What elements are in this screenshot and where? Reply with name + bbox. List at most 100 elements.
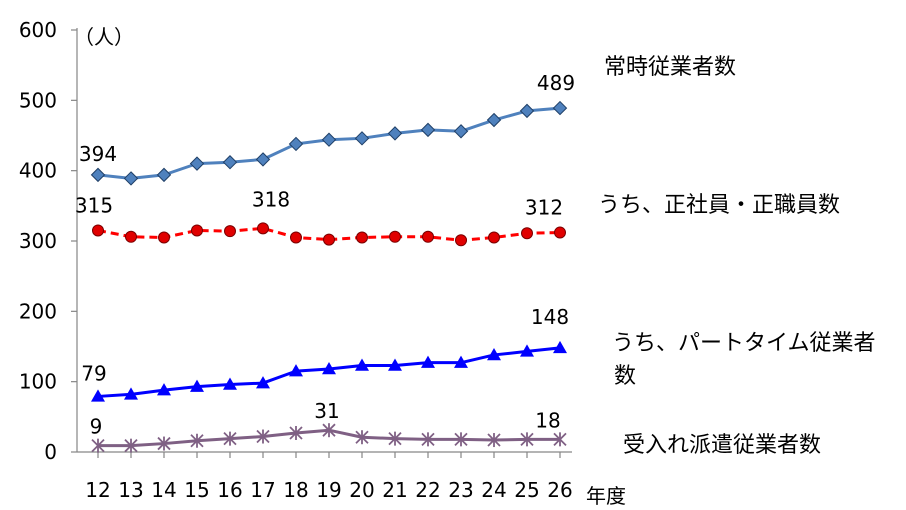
data-point-star: [289, 426, 303, 441]
x-tick-label: 24: [481, 478, 506, 502]
data-point-diamond: [486, 112, 502, 128]
series-0: [90, 100, 568, 186]
data-point-star: [454, 432, 468, 447]
y-tick-label: 200: [19, 299, 57, 323]
data-point-circle: [158, 231, 170, 244]
data-point-star: [388, 431, 402, 446]
unit-label: （人）: [74, 25, 134, 49]
data-point-star: [553, 432, 567, 447]
x-tick-label: 17: [250, 478, 275, 502]
labels-layer: 394 489 315 318 312 79 148 9 31 18 常時従業者数うち、正社員・正職…: [75, 55, 876, 458]
data-point-diamond: [519, 103, 535, 119]
data-point-triangle: [157, 383, 171, 396]
y-tick-label: 400: [19, 159, 57, 183]
data-label: 79: [81, 361, 106, 385]
x-tick-label: 20: [349, 478, 374, 502]
data-point-diamond: [420, 122, 436, 138]
data-point-diamond: [321, 132, 337, 147]
data-label: 315: [75, 193, 113, 217]
data-label: 9: [90, 415, 103, 439]
x-tick-label: 25: [514, 478, 539, 502]
data-point-triangle: [124, 387, 138, 400]
y-tick-label: 500: [19, 88, 57, 112]
x-tick-label: 22: [415, 478, 440, 502]
data-point-triangle: [322, 362, 336, 375]
data-point-triangle: [553, 340, 567, 354]
series-name-label: 常時従業者数: [604, 55, 736, 80]
data-label: 31: [314, 399, 339, 423]
data-point-star: [355, 430, 369, 445]
data-point-star: [124, 438, 138, 453]
data-point-diamond: [288, 136, 304, 152]
data-point-star: [487, 433, 501, 448]
data-label: 489: [537, 71, 575, 95]
data-point-diamond: [90, 167, 106, 183]
data-point-diamond: [189, 156, 205, 171]
x-tick-label: 15: [184, 478, 209, 502]
data-point-circle: [455, 234, 467, 247]
series-name-label: うち、パートタイム従業者数: [612, 331, 876, 389]
data-point-diamond: [255, 152, 271, 167]
data-point-diamond: [453, 124, 469, 139]
data-point-circle: [356, 231, 368, 244]
data-point-diamond: [387, 126, 403, 141]
x-tick-label: 18: [283, 478, 308, 502]
data-label: 394: [79, 142, 117, 166]
data-point-circle: [422, 230, 434, 243]
data-point-triangle: [421, 355, 435, 368]
data-point-star: [190, 433, 204, 448]
x-tick-label: 21: [382, 478, 407, 502]
y-tick-label: 100: [19, 370, 57, 394]
data-point-triangle: [190, 379, 204, 392]
data-point-circle: [125, 230, 137, 243]
data-point-circle: [554, 226, 566, 239]
data-point-star: [520, 432, 534, 447]
data-point-star: [91, 438, 105, 453]
series-layer: [90, 100, 568, 453]
y-tick-label: 600: [19, 18, 57, 42]
data-point-triangle: [388, 358, 402, 371]
data-point-star: [256, 429, 270, 444]
x-tick-label: 19: [316, 478, 341, 502]
axes: 0 100 200 300 400 500 600 12 13 14 15 16 17 18 19 20 21 2…: [19, 18, 626, 508]
data-point-star: [322, 423, 336, 438]
data-point-diamond: [552, 100, 568, 116]
series-1: [92, 222, 566, 247]
data-point-diamond: [156, 167, 172, 183]
series-2: [91, 340, 567, 402]
data-point-triangle: [520, 344, 534, 357]
series-name-label: 受入れ派遣従業者数: [623, 433, 821, 458]
data-point-circle: [257, 222, 269, 235]
data-point-circle: [389, 230, 401, 243]
data-point-circle: [92, 224, 104, 237]
data-point-circle: [290, 231, 302, 244]
x-tick-label: 16: [217, 478, 242, 502]
data-point-circle: [488, 231, 500, 244]
data-point-diamond: [222, 155, 238, 170]
data-point-star: [421, 432, 435, 447]
data-point-diamond: [123, 171, 139, 186]
data-point-triangle: [223, 377, 237, 390]
data-label: 18: [535, 408, 560, 432]
data-point-circle: [224, 225, 236, 238]
x-tick-label: 26: [547, 478, 572, 502]
data-point-circle: [521, 227, 533, 240]
x-tick-label: 23: [448, 478, 473, 502]
x-tick-label: 12: [85, 478, 110, 502]
data-point-star: [223, 431, 237, 446]
data-point-circle: [191, 224, 203, 237]
y-tick-label: 300: [19, 229, 57, 253]
data-label: 312: [525, 196, 563, 220]
data-point-triangle: [355, 358, 369, 371]
data-point-triangle: [91, 389, 105, 402]
x-axis-title: 年度: [586, 484, 626, 505]
data-point-star: [157, 436, 171, 451]
series-3: [91, 423, 567, 453]
data-point-triangle: [487, 347, 501, 361]
data-label: 148: [531, 305, 569, 329]
data-point-circle: [323, 233, 335, 246]
data-point-triangle: [289, 364, 303, 377]
x-tick-label: 13: [118, 478, 143, 502]
